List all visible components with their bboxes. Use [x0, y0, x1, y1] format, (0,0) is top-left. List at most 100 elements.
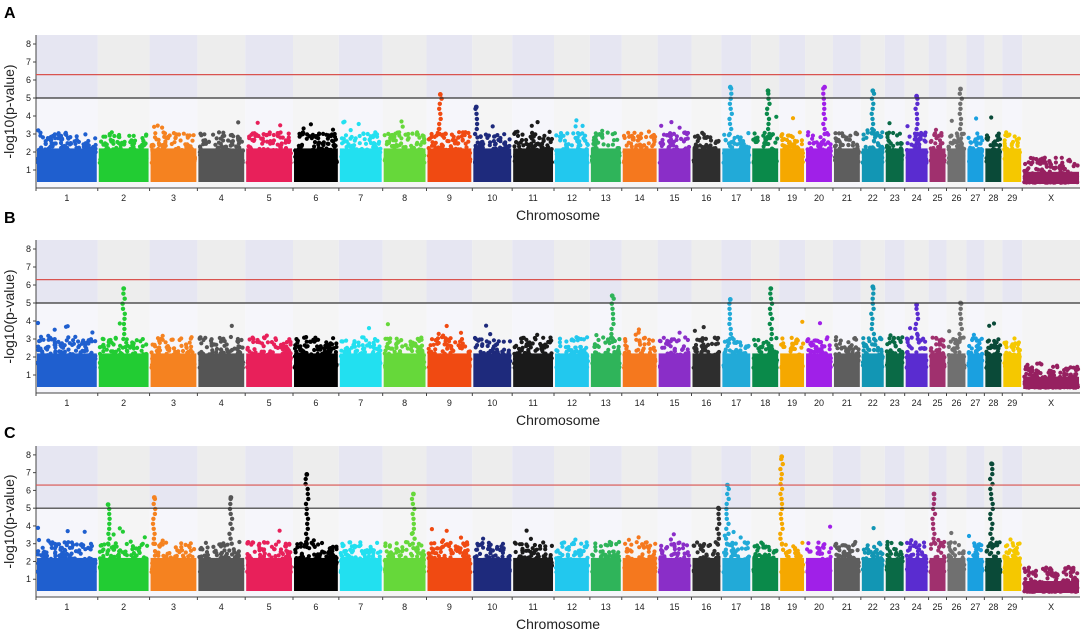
snp-point — [366, 326, 372, 331]
snp-point — [304, 136, 309, 141]
bg-band-upper — [245, 35, 294, 98]
snp-point — [374, 132, 380, 137]
snp-point — [235, 336, 240, 342]
snp-point — [547, 129, 552, 134]
snp-point — [300, 130, 305, 135]
snp-point — [600, 128, 605, 133]
snp-point — [905, 124, 910, 129]
chr-8-points — [382, 119, 427, 182]
snp-point — [621, 133, 627, 138]
snp-point — [822, 106, 827, 112]
snp-point — [324, 132, 329, 137]
snp-point — [870, 106, 875, 112]
bg-band-upper — [928, 35, 947, 98]
snp-point — [127, 133, 132, 138]
snp-band — [985, 148, 1002, 182]
snp-point — [571, 131, 576, 136]
snp-point — [875, 141, 881, 146]
snp-point — [340, 141, 345, 146]
snp-point — [412, 343, 417, 348]
snp-point — [1075, 163, 1080, 168]
snp-point — [848, 133, 853, 138]
snp-point — [505, 145, 511, 150]
snp-point — [349, 134, 354, 140]
snp-point — [429, 131, 434, 137]
y-tick-label: 2 — [26, 352, 31, 362]
snp-point — [388, 336, 393, 341]
snp-point — [66, 335, 71, 340]
snp-point — [708, 138, 714, 143]
chr-17-points — [721, 131, 752, 182]
snp-point — [59, 136, 65, 141]
snp-point — [713, 140, 718, 146]
y-tick-label: 6 — [26, 280, 31, 290]
chr-16-points — [691, 130, 721, 182]
snp-point — [631, 137, 636, 142]
snp-band — [150, 148, 197, 182]
snp-band — [37, 353, 97, 387]
chr-3-points — [149, 123, 197, 182]
snp-point — [356, 121, 361, 127]
snp-point — [460, 137, 465, 142]
snp-point — [226, 138, 231, 143]
snp-point — [152, 124, 157, 129]
snp-point — [374, 346, 379, 351]
snp-point — [948, 134, 953, 139]
snp-band — [806, 148, 832, 182]
x-tick-label: 6 — [313, 193, 318, 203]
bg-band-upper — [621, 240, 658, 303]
snp-point — [343, 133, 349, 138]
snp-band — [622, 148, 657, 182]
snp-point — [399, 119, 404, 124]
snp-band — [1023, 171, 1079, 184]
snp-point — [62, 349, 67, 354]
snp-point — [1059, 155, 1064, 160]
snp-point — [512, 144, 517, 149]
snp-point — [797, 130, 802, 135]
snp-point — [844, 135, 849, 140]
x-tick-label: 26 — [951, 193, 961, 203]
snp-point — [790, 116, 796, 121]
snp-point — [304, 344, 309, 349]
x-tick-label: 1 — [64, 193, 69, 203]
bg-band-upper — [1002, 240, 1023, 303]
chr-4-points — [197, 120, 246, 182]
snp-point — [171, 346, 176, 351]
bg-band-upper — [426, 240, 473, 303]
chr-12-points — [554, 118, 590, 182]
chr-15-points — [657, 120, 692, 182]
snp-point — [350, 143, 355, 148]
snp-point — [838, 143, 843, 148]
snp-point — [81, 142, 86, 147]
y-tick-label: 8 — [26, 244, 31, 254]
snp-point — [887, 139, 892, 144]
snp-point — [615, 137, 620, 142]
snp-point — [76, 345, 81, 350]
x-tick-label: 22 — [868, 193, 878, 203]
snp-point — [1025, 167, 1030, 172]
snp-point — [537, 135, 542, 141]
snp-point — [957, 126, 963, 132]
snp-point — [278, 123, 283, 128]
snp-point — [344, 338, 349, 343]
snp-point — [139, 348, 144, 353]
snp-point — [565, 131, 570, 136]
bg-band-upper — [884, 35, 905, 98]
snp-point — [833, 131, 838, 136]
x-tick-label: 10 — [487, 193, 497, 203]
snp-point — [546, 136, 551, 141]
snp-point — [452, 141, 457, 146]
snp-band — [339, 148, 382, 182]
snp-point — [821, 111, 826, 117]
snp-point — [487, 143, 492, 148]
snp-point — [53, 141, 58, 146]
snp-point — [520, 132, 525, 137]
snp-point — [846, 142, 851, 148]
snp-point — [766, 96, 771, 101]
y-tick-label: 3 — [26, 334, 31, 344]
y-tick-label: 4 — [26, 111, 31, 121]
snp-point — [160, 143, 165, 148]
bg-band-upper — [197, 240, 246, 303]
snp-band — [198, 353, 245, 387]
